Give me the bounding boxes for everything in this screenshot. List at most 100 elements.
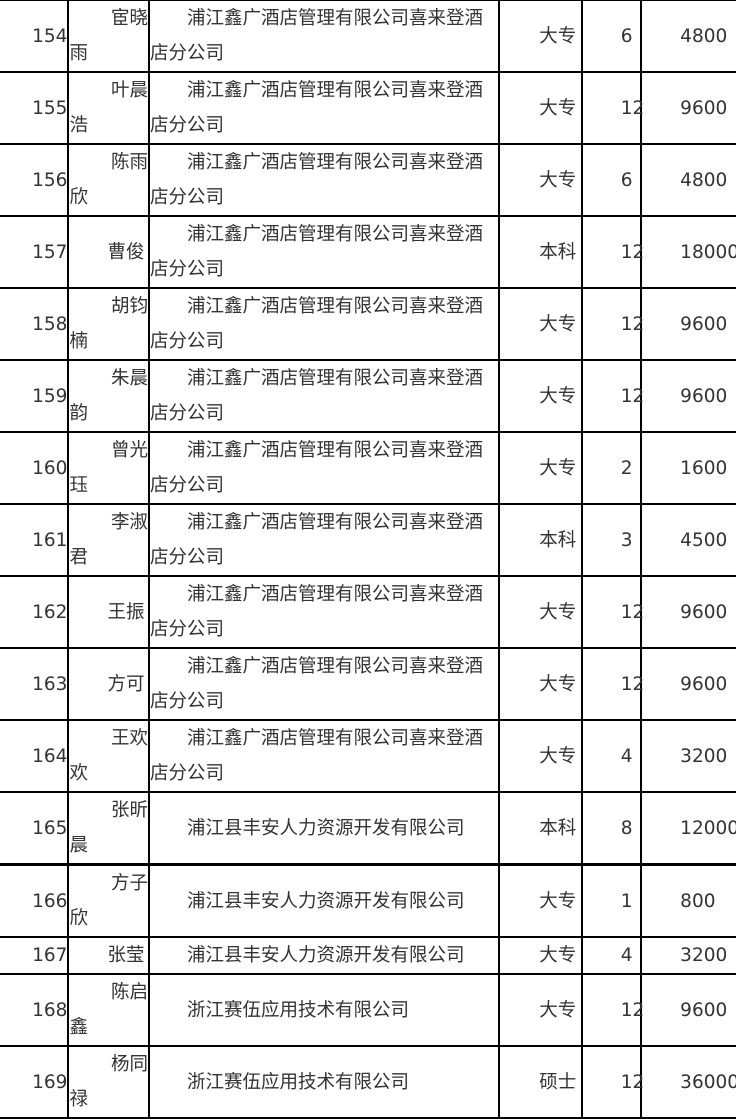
row-number: 165 xyxy=(0,791,70,866)
name-cell: 方子欣 xyxy=(67,863,150,938)
row-number: 154 xyxy=(0,0,70,73)
amount-cell: 36000 xyxy=(640,1045,736,1119)
months-cell: 4 xyxy=(580,719,643,793)
months-cell: 6 xyxy=(580,143,643,217)
education-cell: 本科 xyxy=(498,791,583,866)
name-cell: 宦晓雨 xyxy=(67,0,150,73)
education-cell: 硕士 xyxy=(498,1045,583,1119)
table-row: 164 王欢欢 浦江鑫广酒店管理有限公司喜来登酒店分公司 大专 4 3200 xyxy=(0,719,736,793)
company-cell: 浦江鑫广酒店管理有限公司喜来登酒店分公司 xyxy=(147,575,501,649)
table-row: 167 张莹 浦江县丰安人力资源开发有限公司 大专 4 3200 xyxy=(0,936,736,975)
row-number: 157 xyxy=(0,215,70,289)
amount-cell: 4500 xyxy=(640,503,736,577)
company-cell: 浦江县丰安人力资源开发有限公司 xyxy=(147,791,501,866)
name-cell: 朱晨韵 xyxy=(67,359,150,433)
table-row: 161 李淑君 浦江鑫广酒店管理有限公司喜来登酒店分公司 本科 3 4500 xyxy=(0,503,736,577)
months-cell: 2 xyxy=(580,431,643,505)
table-row: 157 曹俊 浦江鑫广酒店管理有限公司喜来登酒店分公司 本科 12 18000 xyxy=(0,215,736,289)
name-cell: 陈启鑫 xyxy=(67,973,150,1047)
company-cell: 浦江县丰安人力资源开发有限公司 xyxy=(147,936,501,975)
table-row: 154 宦晓雨 浦江鑫广酒店管理有限公司喜来登酒店分公司 大专 6 4800 xyxy=(0,0,736,73)
row-number: 160 xyxy=(0,431,70,505)
education-cell: 大专 xyxy=(498,936,583,975)
months-cell: 12 xyxy=(580,575,644,649)
education-cell: 本科 xyxy=(498,215,583,289)
company-cell: 浦江鑫广酒店管理有限公司喜来登酒店分公司 xyxy=(147,431,501,505)
row-number: 161 xyxy=(0,503,70,577)
table-row: 163 方可 浦江鑫广酒店管理有限公司喜来登酒店分公司 大专 12 9600 xyxy=(0,647,736,721)
row-number: 156 xyxy=(0,143,70,217)
row-number: 158 xyxy=(0,287,70,361)
amount-cell: 9600 xyxy=(640,647,736,721)
table-row: 169 杨同禄 浙江赛伍应用技术有限公司 硕士 12 36000 xyxy=(0,1045,736,1119)
months-cell: 12 xyxy=(580,287,644,361)
education-cell: 大专 xyxy=(498,647,583,721)
company-cell: 浙江赛伍应用技术有限公司 xyxy=(147,1045,501,1119)
amount-cell: 1600 xyxy=(640,431,736,505)
education-cell: 大专 xyxy=(498,0,583,73)
months-cell: 8 xyxy=(580,791,643,866)
name-cell: 张昕晨 xyxy=(67,791,150,866)
name-cell: 胡钧楠 xyxy=(67,287,150,361)
company-cell: 浦江鑫广酒店管理有限公司喜来登酒店分公司 xyxy=(147,71,501,145)
name-cell: 方可 xyxy=(67,647,150,721)
amount-cell: 3200 xyxy=(640,719,736,793)
name-cell: 陈雨欣 xyxy=(67,143,150,217)
table-row: 165 张昕晨 浦江县丰安人力资源开发有限公司 本科 8 12000 xyxy=(0,791,736,866)
amount-cell: 3200 xyxy=(640,936,736,975)
amount-cell: 9600 xyxy=(640,287,736,361)
table-row: 162 王振 浦江鑫广酒店管理有限公司喜来登酒店分公司 大专 12 9600 xyxy=(0,575,736,649)
months-cell: 3 xyxy=(580,503,643,577)
table-row: 159 朱晨韵 浦江鑫广酒店管理有限公司喜来登酒店分公司 大专 12 9600 xyxy=(0,359,736,433)
name-cell: 曾光珏 xyxy=(67,431,150,505)
company-cell: 浦江鑫广酒店管理有限公司喜来登酒店分公司 xyxy=(147,0,501,73)
row-number: 159 xyxy=(0,359,70,433)
amount-cell: 12000 xyxy=(640,791,736,866)
table-row: 156 陈雨欣 浦江鑫广酒店管理有限公司喜来登酒店分公司 大专 6 4800 xyxy=(0,143,736,217)
row-number: 163 xyxy=(0,647,70,721)
name-cell: 曹俊 xyxy=(67,215,150,289)
company-cell: 浦江鑫广酒店管理有限公司喜来登酒店分公司 xyxy=(147,719,501,793)
education-cell: 大专 xyxy=(498,71,583,145)
months-cell: 6 xyxy=(580,0,643,73)
company-cell: 浦江鑫广酒店管理有限公司喜来登酒店分公司 xyxy=(147,503,501,577)
amount-cell: 9600 xyxy=(640,575,736,649)
name-cell: 杨同禄 xyxy=(67,1045,150,1119)
amount-cell: 800 xyxy=(640,863,736,938)
table-row: 166 方子欣 浦江县丰安人力资源开发有限公司 大专 1 800 xyxy=(0,863,736,938)
education-cell: 本科 xyxy=(498,503,583,577)
row-number: 164 xyxy=(0,719,70,793)
name-cell: 张莹 xyxy=(67,936,150,975)
education-cell: 大专 xyxy=(498,719,583,793)
education-cell: 大专 xyxy=(498,863,583,938)
table-row: 155 叶晨浩 浦江鑫广酒店管理有限公司喜来登酒店分公司 大专 12 9600 xyxy=(0,71,736,145)
table-row: 158 胡钧楠 浦江鑫广酒店管理有限公司喜来登酒店分公司 大专 12 9600 xyxy=(0,287,736,361)
amount-cell: 9600 xyxy=(640,973,736,1047)
company-cell: 浦江县丰安人力资源开发有限公司 xyxy=(147,863,501,938)
months-cell: 4 xyxy=(580,936,643,975)
row-number: 167 xyxy=(0,936,70,975)
education-cell: 大专 xyxy=(498,287,583,361)
company-cell: 浦江鑫广酒店管理有限公司喜来登酒店分公司 xyxy=(147,647,501,721)
amount-cell: 4800 xyxy=(640,143,736,217)
company-cell: 浦江鑫广酒店管理有限公司喜来登酒店分公司 xyxy=(147,215,501,289)
amount-cell: 18000 xyxy=(640,215,736,289)
amount-cell: 9600 xyxy=(640,71,736,145)
months-cell: 1 xyxy=(580,863,643,938)
company-cell: 浦江鑫广酒店管理有限公司喜来登酒店分公司 xyxy=(147,143,501,217)
company-cell: 浦江鑫广酒店管理有限公司喜来登酒店分公司 xyxy=(147,359,501,433)
months-cell: 12 xyxy=(580,647,644,721)
row-number: 169 xyxy=(0,1045,70,1119)
name-cell: 叶晨浩 xyxy=(67,71,150,145)
education-cell: 大专 xyxy=(498,431,583,505)
row-number: 162 xyxy=(0,575,70,649)
amount-cell: 4800 xyxy=(640,0,736,73)
education-cell: 大专 xyxy=(498,359,583,433)
name-cell: 王欢欢 xyxy=(67,719,150,793)
amount-cell: 9600 xyxy=(640,359,736,433)
name-cell: 李淑君 xyxy=(67,503,150,577)
company-cell: 浙江赛伍应用技术有限公司 xyxy=(147,973,501,1047)
months-cell: 12 xyxy=(580,215,644,289)
